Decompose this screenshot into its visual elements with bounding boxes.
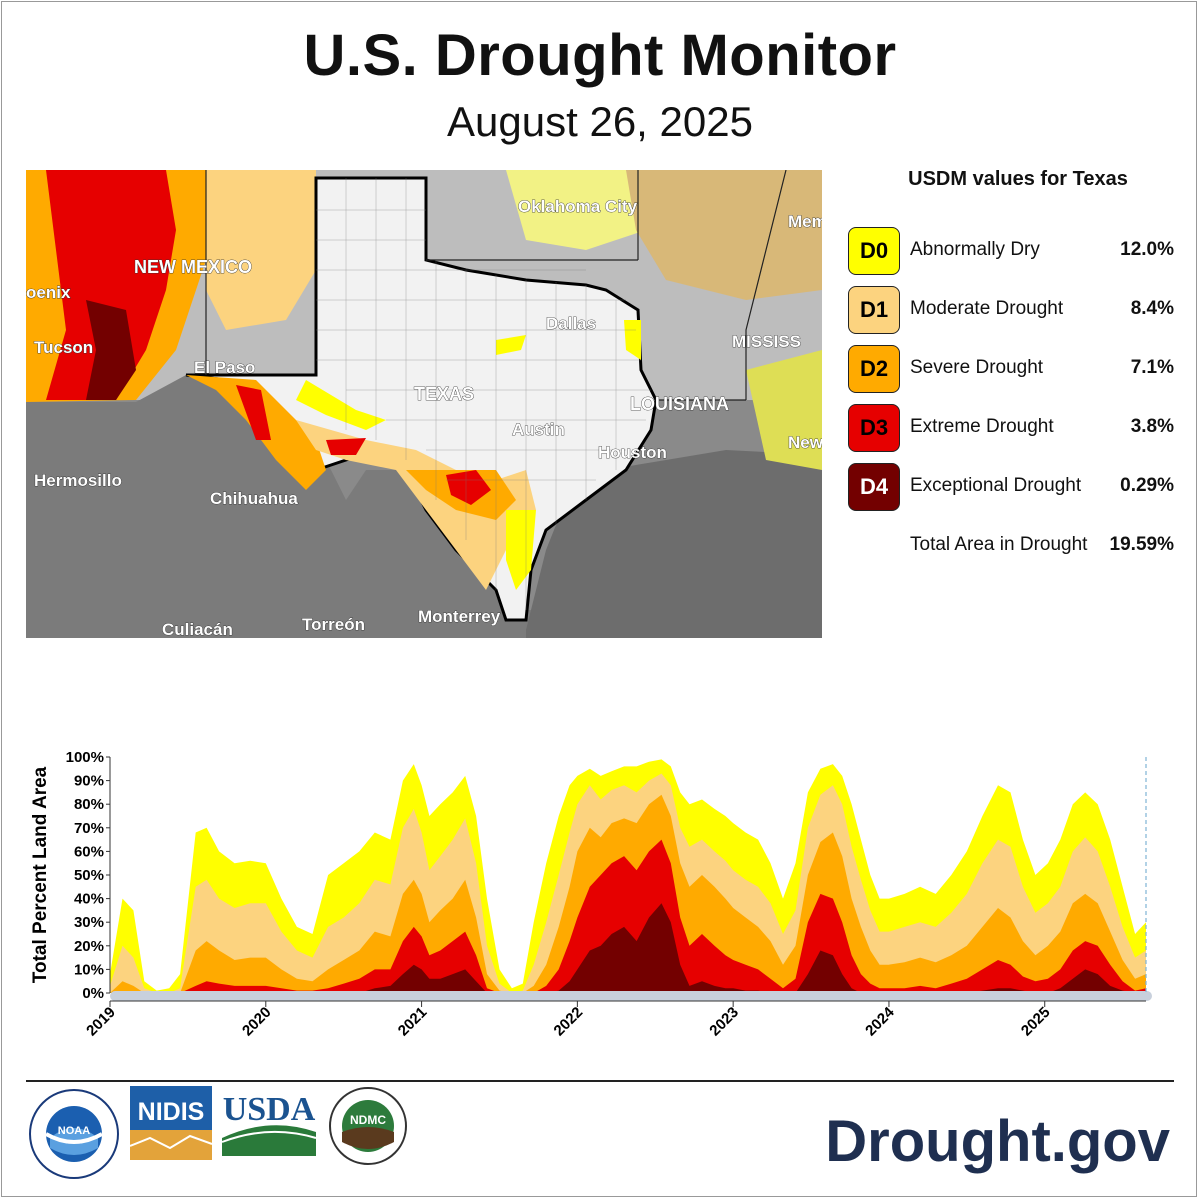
ar-d1 (626, 170, 822, 300)
legend-label-d0: Abnormally Dry (910, 239, 1040, 260)
x-tick-label: 2021 (395, 1004, 431, 1040)
legend-label-d3: Extreme Drought (910, 416, 1054, 437)
x-tick-label: 2019 (83, 1004, 119, 1040)
x-tick-label: 2020 (239, 1004, 275, 1040)
legend-item-d2: D2 Severe Drought 7.1% (848, 345, 1176, 395)
map-label-mem: Mem (788, 212, 822, 231)
map-label-tucson: Tucson (34, 338, 93, 357)
y-tick-label: 80% (74, 796, 104, 813)
map-label-el-paso: El Paso (194, 358, 255, 377)
gulf-area (526, 450, 822, 638)
y-tick-label: 0% (82, 985, 104, 1002)
usda-logo-icon: USDA (221, 1091, 317, 1156)
map-label-oklahoma-city: Oklahoma City (518, 197, 638, 216)
ok-d0 (506, 170, 646, 250)
tx-coast-d0 (506, 510, 536, 590)
map-label-new: New (788, 433, 822, 452)
map-label-hermosillo: Hermosillo (34, 471, 122, 490)
map-label-chihuahua: Chihuahua (210, 489, 298, 508)
nm-d1 (206, 170, 316, 330)
map-label-austin: Austin (512, 420, 565, 439)
y-tick-label: 100% (66, 749, 104, 766)
west-d3 (46, 170, 176, 400)
county-grid (316, 178, 651, 610)
legend-swatch-d1: D1 (848, 286, 900, 334)
drought-map[interactable]: NEW MEXICO Oklahoma City Mem Dallas MISS… (26, 170, 822, 638)
legend-title: USDM values for Texas (908, 168, 1128, 190)
y-tick-label: 10% (74, 961, 104, 978)
page-date: August 26, 2025 (447, 98, 753, 145)
state-lines (205, 170, 787, 401)
legend-value-d0: 12.0% (1120, 239, 1174, 260)
noaa-logo-icon: NOAA (29, 1089, 119, 1179)
y-tick-label: 40% (74, 891, 104, 908)
total-label: Total Area in Drought (910, 534, 1088, 555)
map-label-louisiana: LOUISIANA (630, 394, 729, 414)
map-label-phoenix: oenix (26, 283, 71, 302)
time-series-svg: 0% 10% 20% 30% 40% 50% 60% 70% 80% 90% 100% Total P… (30, 749, 1152, 1040)
legend-item-d0: D0 Abnormally Dry 12.0% (848, 227, 1176, 277)
legend-value-d3: 3.8% (1130, 416, 1174, 437)
legend-item-d3: D3 Extreme Drought 3.8% (848, 404, 1176, 454)
page-title: U.S. Drought Monitor (303, 23, 897, 88)
legend-item-d1: D1 Moderate Drought 8.4% (848, 286, 1176, 336)
time-series-chart: 0% 10% 20% 30% 40% 50% 60% 70% 80% 90% 100% Total P… (20, 725, 1180, 1055)
y-tick-label: 50% (74, 867, 104, 884)
noaa-logo-text: NOAA (58, 1125, 90, 1137)
legend-value-d2: 7.1% (1130, 357, 1174, 378)
usda-logo-text: USDA (223, 1091, 316, 1128)
ndmc-logo-icon: NDMC (329, 1087, 407, 1165)
x-tick-label: 2022 (551, 1004, 587, 1040)
footer-divider (26, 1080, 1174, 1082)
map-label-houston: Houston (598, 443, 667, 462)
ndmc-logo-text: NDMC (350, 1113, 386, 1127)
legend-swatch-d4: D4 (848, 463, 900, 511)
y-tick-label: 60% (74, 843, 104, 860)
legend-swatch-d3: D3 (848, 404, 900, 452)
map-label-new-mexico: NEW MEXICO (134, 257, 252, 277)
west-d4 (86, 300, 136, 400)
y-tick-label: 30% (74, 914, 104, 931)
x-tick-label: 2023 (706, 1004, 742, 1040)
y-tick-label: 20% (74, 938, 104, 955)
area-d4 (110, 903, 1146, 993)
x-tick-label: 2025 (1018, 1004, 1054, 1040)
tx-south-d1 (296, 420, 536, 590)
map-label-torreon: Torreón (302, 615, 365, 634)
legend-label-d2: Severe Drought (910, 357, 1044, 378)
y-axis-label: Total Percent Land Area (30, 766, 51, 983)
x-tick-label: 2024 (862, 1003, 898, 1039)
drought-map-svg: NEW MEXICO Oklahoma City Mem Dallas MISS… (26, 170, 822, 638)
tx-central-d3 (446, 470, 491, 505)
drought-gov-brand[interactable]: Drought.gov (825, 1109, 1170, 1174)
nidis-logo-icon: NIDIS (130, 1086, 212, 1160)
nidis-logo-text: NIDIS (138, 1098, 205, 1126)
map-label-culiacan: Culiacán (162, 620, 233, 638)
la-d0 (746, 350, 822, 470)
tx-hill-d0 (496, 335, 526, 355)
y-tick-label: 70% (74, 820, 104, 837)
map-label-mississ: MISSISS (732, 332, 801, 351)
y-tick-label: 90% (74, 773, 104, 790)
tx-trans-d0 (296, 380, 386, 430)
legend-label-d4: Exceptional Drought (910, 475, 1082, 496)
legend-value-d4: 0.29% (1120, 475, 1174, 496)
tx-west-d3 (236, 385, 271, 440)
tx-bend-d3 (326, 438, 366, 455)
legend-value-d1: 8.4% (1130, 298, 1174, 319)
legend-item-d4: D4 Exceptional Drought 0.29% (848, 463, 1176, 513)
legend-swatch-d2: D2 (848, 345, 900, 393)
area-d3 (110, 839, 1146, 993)
map-label-texas: TEXAS (414, 384, 474, 404)
chart-baseline (110, 991, 1152, 1001)
map-label-dallas: Dallas (546, 314, 596, 333)
legend-swatch-d0: D0 (848, 227, 900, 275)
total-value: 19.59% (1109, 534, 1174, 555)
legend-label-d1: Moderate Drought (910, 298, 1064, 319)
map-label-monterrey: Monterrey (418, 607, 501, 626)
